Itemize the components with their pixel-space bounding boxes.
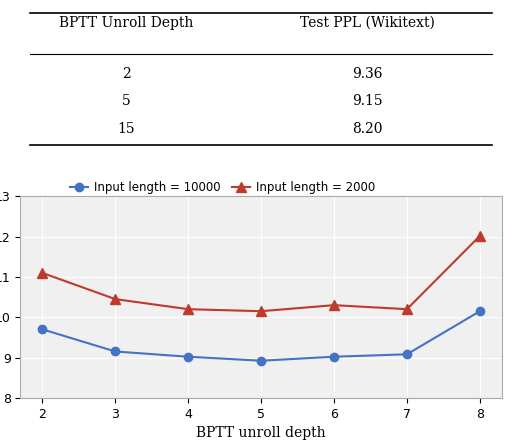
Input length = 10000 xyxy=(39,327,46,332)
Input length = 10000 xyxy=(404,352,410,357)
Input length = 2000 xyxy=(258,309,264,314)
X-axis label: BPTT unroll depth: BPTT unroll depth xyxy=(196,426,326,440)
Text: BPTT Unroll Depth: BPTT Unroll Depth xyxy=(59,15,194,30)
Input length = 2000 xyxy=(404,307,410,312)
Legend: Input length = 10000, Input length = 2000: Input length = 10000, Input length = 200… xyxy=(66,176,380,198)
Input length = 2000 xyxy=(39,270,46,275)
Text: 2: 2 xyxy=(122,67,131,81)
Text: 8.20: 8.20 xyxy=(352,122,382,136)
Input length = 10000 xyxy=(477,309,483,314)
Text: 15: 15 xyxy=(118,122,135,136)
Input length = 10000 xyxy=(331,354,337,359)
Text: 9.36: 9.36 xyxy=(352,67,382,81)
Input length = 10000 xyxy=(112,349,118,354)
Input length = 2000 xyxy=(112,297,118,302)
Input length = 2000 xyxy=(477,233,483,239)
Line: Input length = 2000: Input length = 2000 xyxy=(37,231,485,316)
Input length = 2000 xyxy=(185,307,191,312)
Text: Test PPL (Wikitext): Test PPL (Wikitext) xyxy=(300,15,435,30)
Input length = 10000 xyxy=(258,358,264,363)
Line: Input length = 10000: Input length = 10000 xyxy=(38,307,484,365)
Input length = 2000 xyxy=(331,302,337,308)
Input length = 10000 xyxy=(185,354,191,359)
Text: 9.15: 9.15 xyxy=(352,95,382,108)
Text: 5: 5 xyxy=(122,95,131,108)
